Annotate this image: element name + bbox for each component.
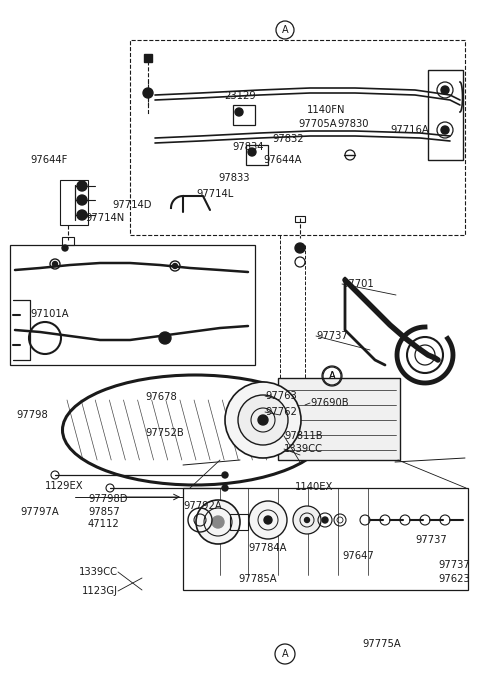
Circle shape <box>258 415 268 425</box>
Bar <box>233 105 255 125</box>
Bar <box>230 514 248 530</box>
Text: 97714D: 97714D <box>112 200 152 210</box>
Text: A: A <box>329 371 336 381</box>
Circle shape <box>441 86 449 94</box>
Circle shape <box>172 263 178 268</box>
Text: 97705A: 97705A <box>298 119 336 129</box>
Circle shape <box>159 332 171 344</box>
Text: 97833: 97833 <box>218 173 250 183</box>
Text: 97716A: 97716A <box>390 125 429 135</box>
Text: 1140FN: 1140FN <box>307 105 346 115</box>
Text: 97647: 97647 <box>342 551 374 561</box>
Circle shape <box>212 516 224 528</box>
Text: 97737: 97737 <box>438 560 470 570</box>
Circle shape <box>322 517 328 523</box>
Text: A: A <box>282 25 288 35</box>
Text: 97832: 97832 <box>272 134 304 144</box>
Text: 97737: 97737 <box>316 331 348 341</box>
Text: 97752B: 97752B <box>145 428 184 438</box>
Text: 1339CC: 1339CC <box>79 567 118 577</box>
Circle shape <box>77 181 87 191</box>
Text: 97644A: 97644A <box>263 155 301 165</box>
Text: A: A <box>282 649 288 659</box>
Circle shape <box>235 108 243 116</box>
Bar <box>60 180 88 225</box>
Text: 1129EX: 1129EX <box>45 481 84 491</box>
Text: 1140EX: 1140EX <box>295 482 334 492</box>
Circle shape <box>196 500 240 544</box>
Text: 97775A: 97775A <box>362 639 401 649</box>
Circle shape <box>222 485 228 491</box>
Text: 97644F: 97644F <box>30 155 67 165</box>
Bar <box>278 378 400 460</box>
Text: 97811B: 97811B <box>284 431 323 441</box>
Text: 97763: 97763 <box>265 391 297 401</box>
Bar <box>130 40 465 235</box>
Text: 97101A: 97101A <box>30 309 69 319</box>
Circle shape <box>77 195 87 205</box>
Circle shape <box>238 395 288 445</box>
Text: 23129: 23129 <box>224 91 256 101</box>
Circle shape <box>52 261 58 266</box>
Circle shape <box>77 210 87 220</box>
Text: 97678: 97678 <box>145 392 177 402</box>
Circle shape <box>143 88 153 98</box>
Circle shape <box>441 126 449 134</box>
Text: 97798D: 97798D <box>88 494 128 504</box>
Text: 97785A: 97785A <box>238 574 276 584</box>
Circle shape <box>249 501 287 539</box>
Bar <box>144 54 152 62</box>
Text: 47112: 47112 <box>88 519 120 529</box>
Text: 97623: 97623 <box>438 574 470 584</box>
Bar <box>246 145 268 165</box>
Bar <box>62 237 74 245</box>
Text: 97834: 97834 <box>232 142 264 152</box>
Bar <box>295 216 305 222</box>
Circle shape <box>222 472 228 478</box>
Text: 97857: 97857 <box>88 507 120 517</box>
Circle shape <box>225 382 301 458</box>
Text: 97701: 97701 <box>342 279 374 289</box>
Text: 97784A: 97784A <box>248 543 287 553</box>
Bar <box>10 245 255 365</box>
Text: 97798: 97798 <box>16 410 48 420</box>
Circle shape <box>304 517 310 523</box>
Circle shape <box>248 148 256 156</box>
Text: 97830: 97830 <box>337 119 369 129</box>
Bar <box>183 488 468 590</box>
Text: 1339CC: 1339CC <box>284 444 323 454</box>
Text: 97690B: 97690B <box>310 398 348 408</box>
Circle shape <box>264 516 272 524</box>
Text: 97714L: 97714L <box>196 189 233 199</box>
Bar <box>428 70 463 160</box>
Circle shape <box>295 243 305 253</box>
Text: 97762: 97762 <box>265 407 297 417</box>
Circle shape <box>62 245 68 251</box>
Text: A: A <box>329 371 336 381</box>
Text: 97737: 97737 <box>415 535 447 545</box>
Text: 97792A: 97792A <box>183 501 222 511</box>
Text: 97714N: 97714N <box>85 213 124 223</box>
Text: 97797A: 97797A <box>20 507 59 517</box>
Text: 1123GJ: 1123GJ <box>82 586 118 596</box>
Circle shape <box>293 506 321 534</box>
